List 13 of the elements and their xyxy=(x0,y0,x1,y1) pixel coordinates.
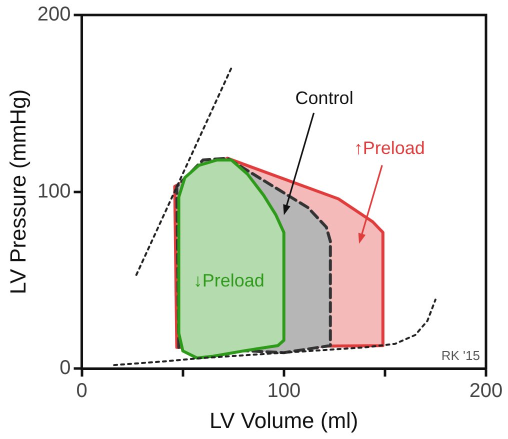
annotation: ↓Preload xyxy=(193,270,264,291)
y-tick-label: 100 xyxy=(37,180,71,202)
y-axis-title: LV Pressure (mmHg) xyxy=(5,89,30,294)
annotation: ↑Preload xyxy=(354,138,425,158)
y-tick-label: 200 xyxy=(37,4,71,26)
x-axis-title: LV Volume (ml) xyxy=(210,408,358,433)
y-tick-label: 0 xyxy=(60,357,71,380)
line-series xyxy=(113,298,436,366)
annotation: RK '15 xyxy=(441,348,480,364)
x-tick-label: 100 xyxy=(267,380,301,402)
annotation: Control xyxy=(295,88,354,108)
x-tick-label: 0 xyxy=(76,380,88,402)
x-tick-label: 200 xyxy=(469,380,503,402)
